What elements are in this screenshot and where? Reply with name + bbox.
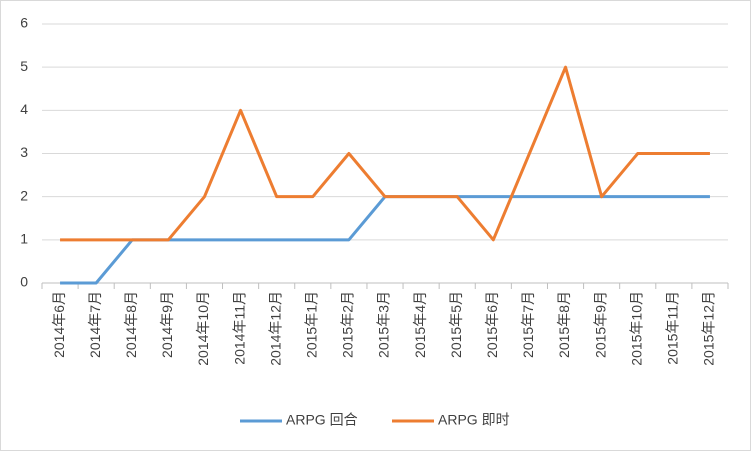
x-tick-label: 2015年9月 [592,291,608,358]
series-line [60,65,710,242]
x-tick-label: 2015年1月 [303,291,319,358]
x-tick-label: 2014年10月 [195,291,211,366]
x-tick-label: 2014年7月 [87,291,103,358]
x-tick-label: 2015年6月 [484,291,500,358]
x-tick-label: 2014年9月 [159,291,175,358]
x-tick-label: 2015年7月 [520,291,536,358]
x-tick-label: 2014年6月 [51,291,67,358]
legend-label: ARPG 回合 [286,412,358,428]
x-tick-label: 2015年5月 [448,291,464,358]
x-tick-label: 2015年12月 [701,291,717,366]
x-tick-label: 2015年2月 [340,291,356,358]
x-tick-label: 2015年3月 [376,291,392,358]
x-tick-label: 2014年11月 [231,291,247,365]
y-tick-label: 1 [20,231,28,247]
y-tick-label: 4 [20,101,28,117]
x-tick-label: 2015年10月 [628,291,644,366]
y-tick-label: 2 [20,187,28,203]
y-tick-label: 0 [20,274,28,290]
y-tick-label: 3 [20,144,28,160]
legend-label: ARPG 即时 [438,412,510,428]
x-tick-label: 2015年11月 [665,291,681,365]
x-tick-label: 2015年4月 [412,291,428,358]
x-tick-label: 2015年8月 [556,291,572,358]
y-tick-label: 5 [20,58,28,74]
x-tick-label: 2014年8月 [123,291,139,358]
y-tick-label: 6 [20,15,28,31]
x-tick-label: 2014年12月 [267,291,283,366]
